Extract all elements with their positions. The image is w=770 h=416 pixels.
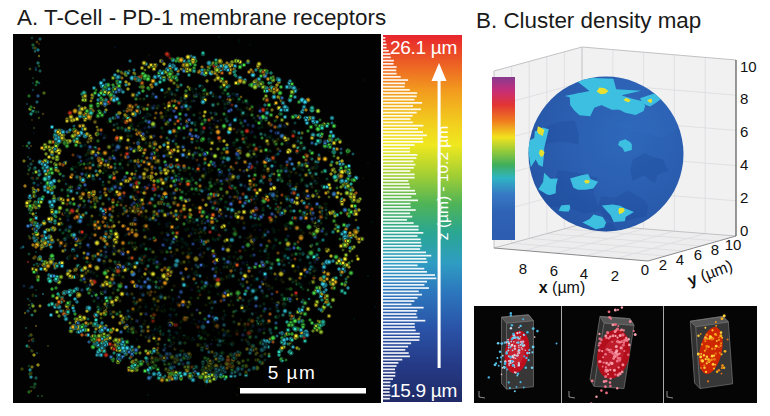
svg-text:10: 10: [725, 236, 742, 253]
svg-text:0: 0: [641, 261, 649, 278]
svg-text:4: 4: [740, 156, 748, 173]
svg-text:2: 2: [611, 267, 619, 284]
svg-text:2: 2: [659, 256, 667, 273]
svg-text:10: 10: [740, 58, 757, 75]
svg-text:6: 6: [694, 246, 702, 263]
svg-text:y (µm): y (µm): [685, 257, 735, 289]
svg-text:5 µm: 5 µm: [268, 362, 317, 383]
svg-text:6: 6: [550, 262, 558, 279]
svg-text:8: 8: [711, 241, 719, 258]
svg-text:8: 8: [519, 260, 527, 277]
svg-text:x (µm): x (µm): [539, 279, 586, 296]
svg-text:8: 8: [740, 90, 748, 107]
svg-text:15.9 µm: 15.9 µm: [390, 380, 457, 401]
svg-text:4: 4: [676, 251, 684, 268]
svg-text:6: 6: [740, 123, 748, 140]
svg-text:z (µm) - 10.2 µm: z (µm) - 10.2 µm: [434, 126, 451, 240]
svg-text:26.1 µm: 26.1 µm: [390, 37, 457, 58]
svg-text:2: 2: [740, 189, 748, 206]
